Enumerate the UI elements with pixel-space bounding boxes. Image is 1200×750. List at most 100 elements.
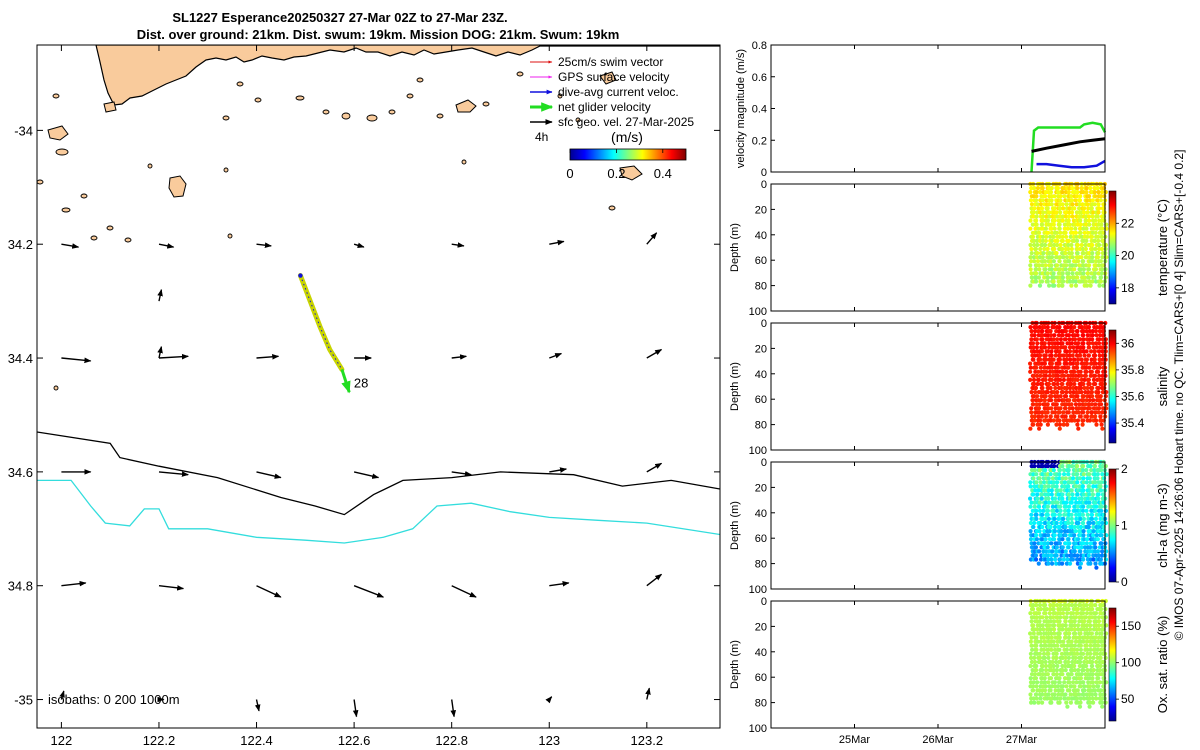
profile-point [1039,496,1044,501]
profile-point [1040,659,1045,665]
profile-point [1076,406,1081,411]
profile-point [1084,541,1089,546]
profile-point [1044,607,1049,612]
profile-point [1093,611,1099,616]
profile-point [1048,385,1053,391]
profile-point [1097,357,1102,362]
island-large-6 [103,101,117,113]
profile-point [1034,472,1039,477]
profile-point [1055,373,1061,378]
profile-point [1063,619,1068,624]
profile-point [1042,410,1047,415]
profile-point [1052,283,1057,288]
profile-point [1099,422,1104,427]
depth-tick-label: 100 [749,723,767,735]
velocity-y-tick-label: 0 [761,167,767,179]
profile-point [1078,696,1083,701]
profile-point [1063,190,1068,195]
depth-ylabel: Depth (m) [729,640,741,689]
profile-point [1052,496,1058,501]
profile-point [1099,222,1104,227]
profile-point [1096,619,1102,624]
profile-point [1037,255,1042,260]
profile-point [1055,488,1060,493]
profile-point [1067,279,1072,284]
profile-point [1090,341,1095,346]
profile-point [1048,676,1054,681]
profile-point [1101,406,1106,411]
profile-point [1052,390,1057,395]
profile-point [1038,202,1043,207]
profile-point [1051,603,1056,608]
profile-point [1078,414,1083,419]
profile-point [1080,468,1085,473]
profile-point [1090,607,1095,612]
colorbar-title: temperature (°C) [1155,199,1170,296]
profile-point [1043,680,1048,685]
velocity-y-tick-label: 0.6 [752,72,767,84]
profile-point [1087,619,1092,624]
profile-point [1062,529,1068,534]
profile-point [1055,365,1061,370]
profile-point [1094,333,1099,338]
profile-point [1045,410,1050,415]
profile-point [1061,611,1066,616]
profile-point [1060,271,1065,276]
profile-point [1041,210,1046,215]
profile-point [1091,406,1096,411]
profile-point [1071,410,1076,415]
profile-point [1055,480,1060,485]
profile-point [1051,615,1056,620]
profile-point [1050,341,1055,346]
profile-point [1081,341,1086,346]
profile-point [1064,500,1069,505]
profile-point [1067,406,1072,411]
profile-point [1058,615,1063,620]
profile-point [1096,271,1101,276]
profile-point [1078,524,1084,530]
profile-point [1043,468,1048,473]
profile-point [1100,255,1105,260]
profile-point [1034,512,1039,517]
profile-point [1079,655,1084,661]
profile-point [1053,557,1058,562]
profile-point [1058,198,1063,203]
profile-point [1039,222,1045,227]
profile-point [1035,394,1040,399]
profile-point [1052,619,1057,624]
profile-point [1064,361,1069,366]
profile-point [1055,663,1060,669]
colorbar-tick-label: 22 [1121,216,1135,230]
profile-point [1067,353,1072,358]
profile-point [1099,508,1104,513]
profile-point [1089,402,1094,407]
profile-point [1057,635,1062,640]
profile-point [1057,557,1063,562]
profile-point [1052,218,1057,223]
profile-point [1092,349,1097,354]
profile-point [1072,524,1077,530]
profile-point [1057,410,1062,415]
profile-point [1028,611,1033,616]
profile-point [1103,508,1108,513]
profile-point [1088,651,1093,656]
profile-point [1070,492,1075,497]
profile-point [1072,369,1077,374]
profile-point [1042,361,1047,366]
profile-point [1062,365,1067,370]
profile-point [1086,402,1091,407]
profile-point [1031,696,1036,701]
profile-point [1094,623,1099,628]
profile-point [1053,410,1058,415]
profile-point [1037,410,1042,415]
profile-point [1070,186,1075,191]
profile-point [1081,541,1086,546]
profile-point [1043,520,1048,526]
profile-point [1055,603,1060,608]
profile-point [1078,561,1083,566]
profile-point [1075,246,1080,252]
profile-point [1079,373,1084,378]
profile-point [1087,329,1092,334]
profile-point [1064,561,1069,566]
